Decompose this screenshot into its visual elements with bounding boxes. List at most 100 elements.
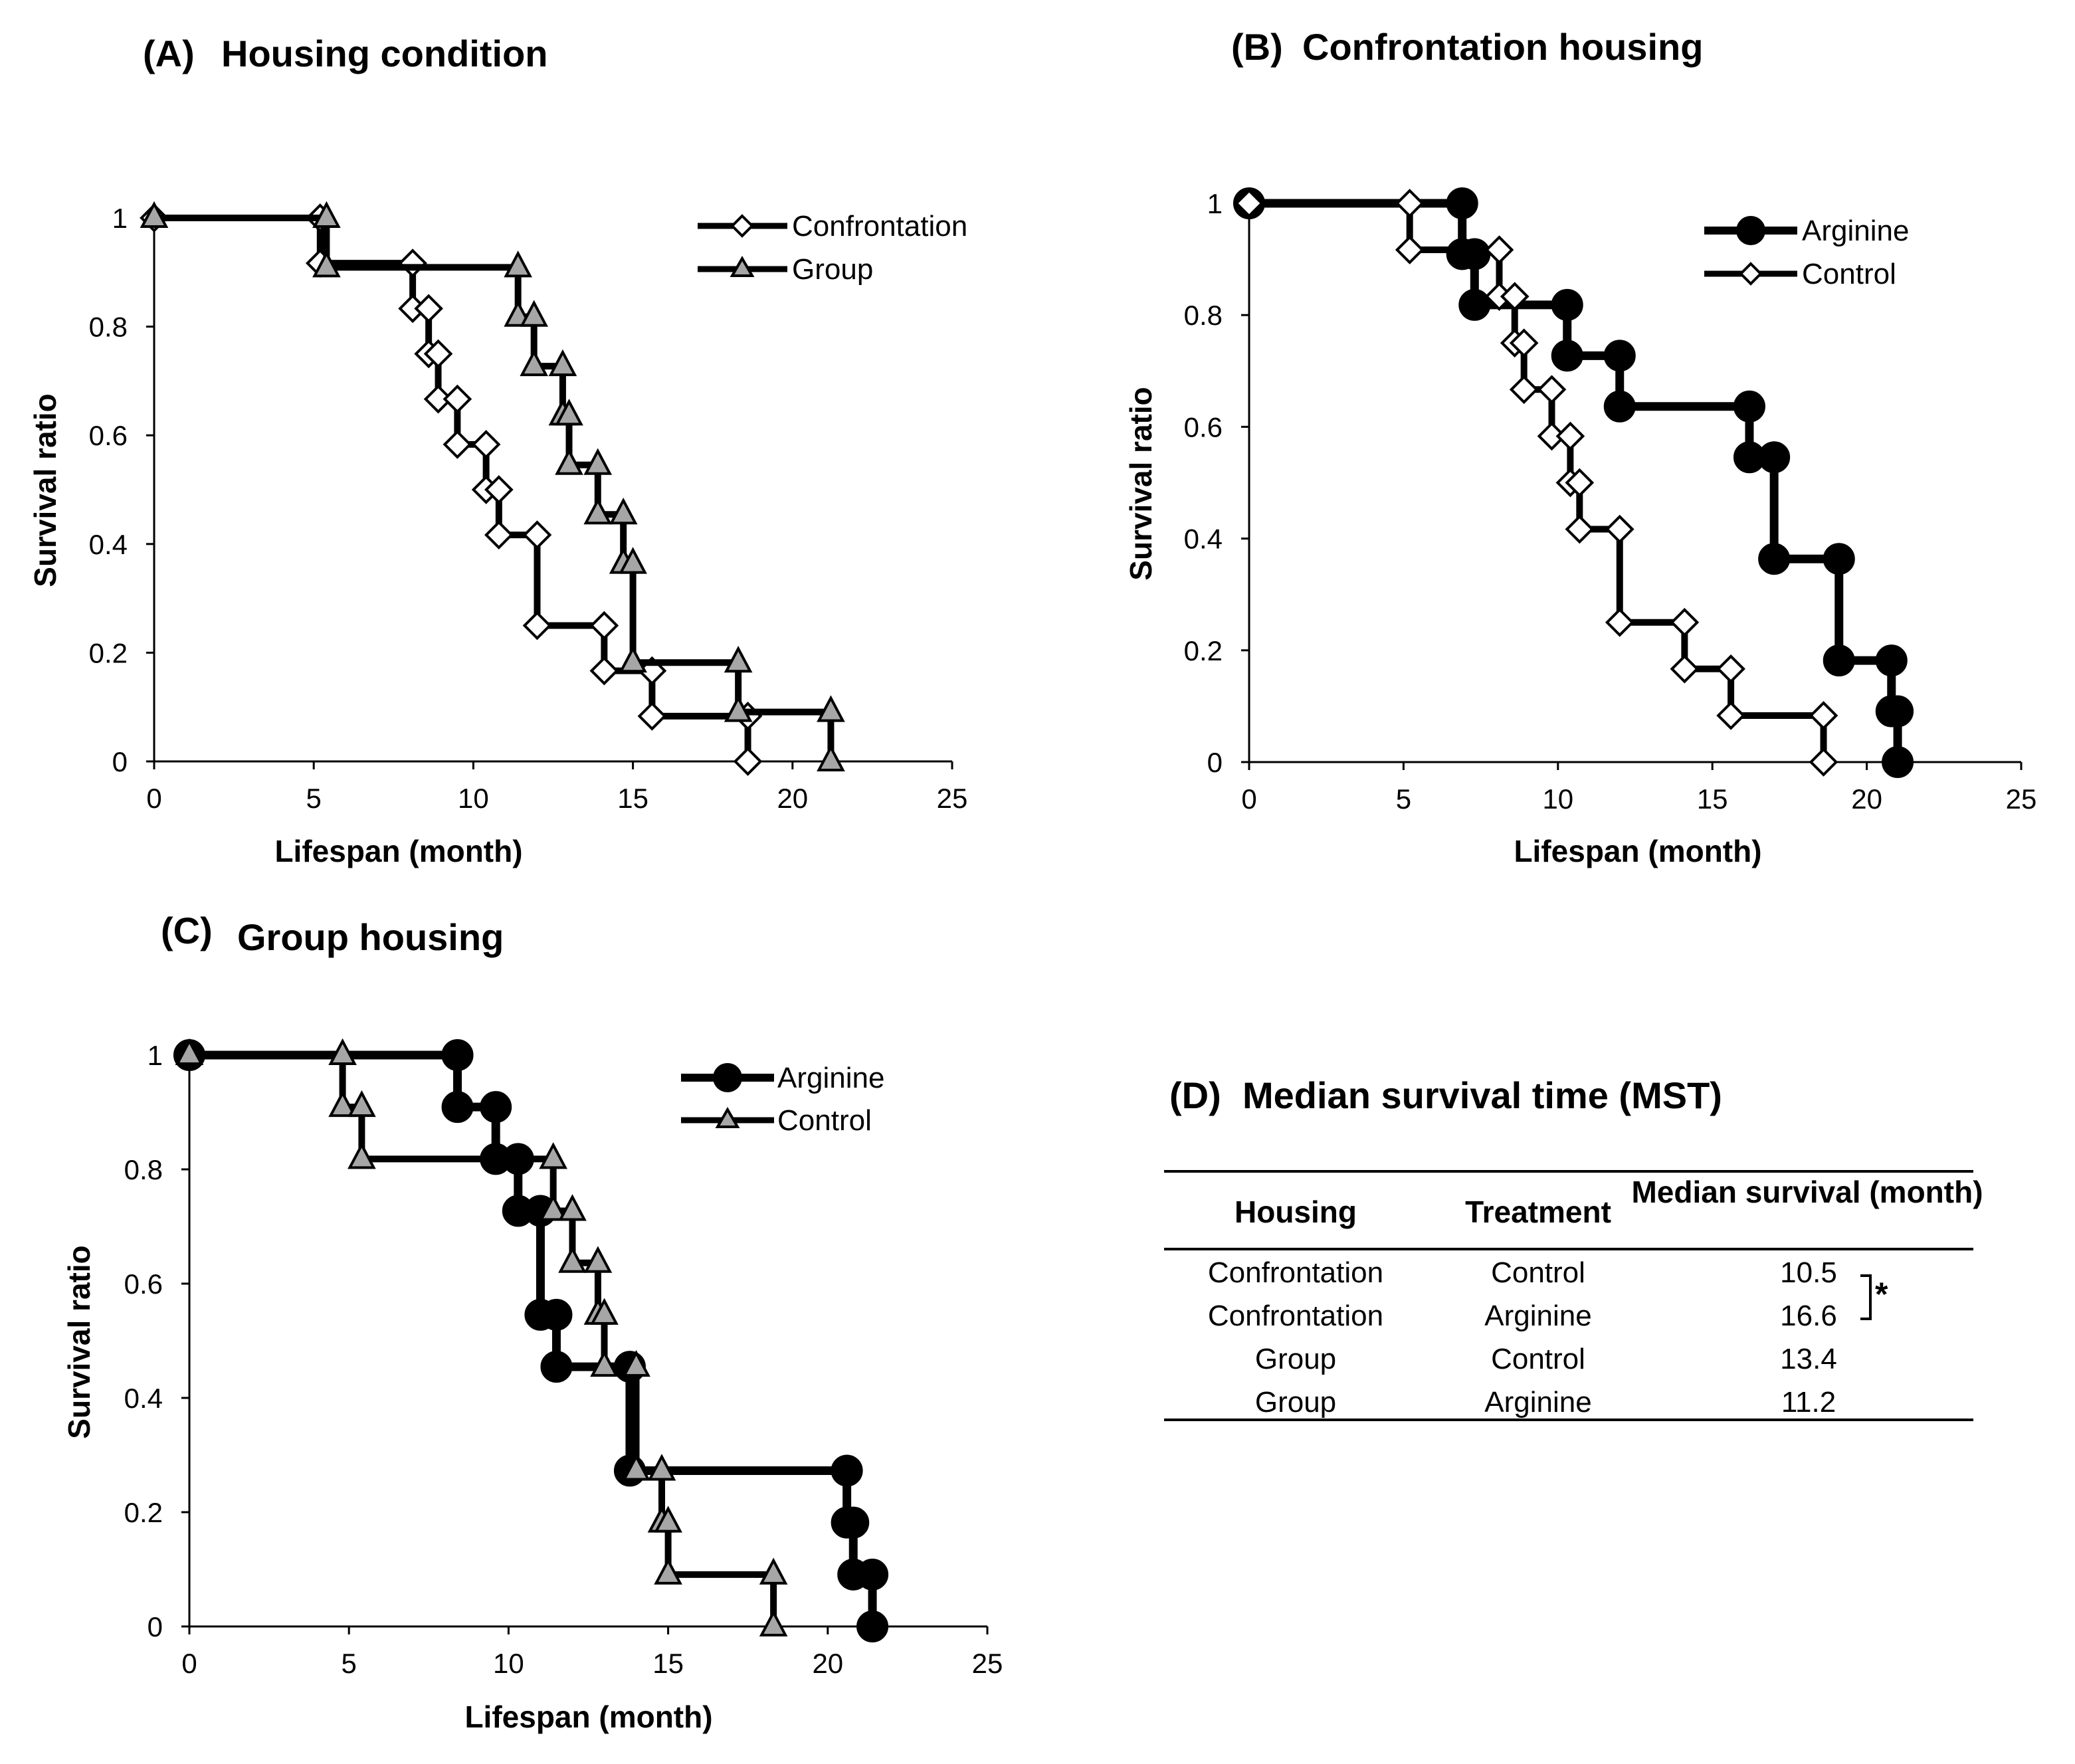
y-tick-label: 1 bbox=[1207, 188, 1223, 219]
control-diamond-marker bbox=[1235, 189, 1264, 218]
arginine-circle-marker bbox=[1882, 695, 1914, 728]
control-diamond-marker bbox=[1509, 375, 1539, 405]
x-tick-label: 15 bbox=[652, 1648, 684, 1679]
y-tick-label: 0.8 bbox=[124, 1154, 163, 1185]
arginine-circle-marker bbox=[831, 1454, 863, 1487]
group-triangle-marker bbox=[555, 399, 583, 426]
confrontation-diamond-marker bbox=[589, 656, 619, 686]
x-tick-label: 15 bbox=[1697, 783, 1728, 815]
y-tick-label: 0.6 bbox=[1184, 411, 1223, 442]
panel-c-xlabel: Lifespan (month) bbox=[464, 1700, 712, 1734]
panel-c-title: Group housing bbox=[237, 916, 504, 958]
column-header-median-survival: Median survival (month) bbox=[1631, 1175, 1983, 1209]
x-tick-label: 10 bbox=[458, 783, 489, 814]
y-tick-label: 0.2 bbox=[1184, 635, 1223, 666]
arginine-circle-marker bbox=[1882, 746, 1914, 778]
legend-confrontation-label: Confrontation bbox=[792, 210, 967, 243]
control-triangle-marker bbox=[654, 1557, 682, 1585]
arginine-circle-marker bbox=[1458, 238, 1491, 270]
y-tick-label: 0 bbox=[1207, 747, 1223, 778]
panel-d-title: Median survival time (MST) bbox=[1242, 1074, 1722, 1116]
control-diamond-marker bbox=[1605, 514, 1634, 544]
group-triangle-marker bbox=[312, 201, 341, 228]
control-diamond-marker bbox=[1484, 235, 1514, 264]
control-triangle-marker bbox=[347, 1090, 376, 1118]
x-tick-label: 10 bbox=[493, 1648, 524, 1679]
arginine-circle-marker bbox=[1603, 340, 1636, 372]
column-header-housing: Housing bbox=[1235, 1195, 1357, 1229]
x-tick-label: 20 bbox=[777, 783, 808, 814]
control-diamond-marker bbox=[1565, 468, 1595, 498]
y-tick-label: 0.4 bbox=[89, 529, 128, 560]
panel-b-ylabel: Survival ratio bbox=[1124, 387, 1158, 580]
control-triangle-marker bbox=[622, 1349, 650, 1377]
control-triangle-marker bbox=[175, 1038, 204, 1065]
panel-b: (B) Confrontation housing Lifespan (mont… bbox=[1124, 26, 2036, 868]
arginine-circle-marker bbox=[1551, 288, 1583, 321]
arginine-circle-marker bbox=[540, 1351, 573, 1383]
x-tick-label: 10 bbox=[1542, 783, 1573, 815]
panel-c: (C) Group housing Lifespan (month) Survi… bbox=[62, 910, 1003, 1734]
x-tick-label: 20 bbox=[1851, 783, 1882, 815]
panel-a-xlabel: Lifespan (month) bbox=[274, 834, 522, 868]
table-cell: Control bbox=[1491, 1343, 1585, 1375]
legend-control-label: Control bbox=[1802, 258, 1896, 290]
control-diamond-marker bbox=[1809, 747, 1838, 777]
arginine-circle-marker bbox=[856, 1611, 889, 1642]
control-diamond-marker bbox=[1395, 189, 1425, 218]
x-tick-label: 25 bbox=[2006, 783, 2037, 815]
panel-a-ylabel: Survival ratio bbox=[28, 393, 62, 587]
control-triangle-marker bbox=[583, 1246, 613, 1273]
control-triangle-marker bbox=[622, 1454, 650, 1481]
legend-control-diamond-marker bbox=[1739, 262, 1763, 286]
y-tick-label: 0.4 bbox=[1184, 524, 1223, 555]
control-triangle-marker bbox=[328, 1090, 357, 1118]
control-triangle-marker bbox=[558, 1246, 587, 1273]
arginine-circle-marker bbox=[1875, 644, 1908, 677]
x-tick-label: 20 bbox=[812, 1648, 843, 1679]
control-triangle-marker bbox=[590, 1349, 619, 1377]
control-diamond-marker bbox=[1716, 701, 1745, 730]
group-triangle-marker bbox=[583, 497, 613, 525]
confrontation-diamond-marker bbox=[471, 430, 501, 459]
confrontation-diamond-marker bbox=[733, 747, 763, 776]
group-triangle-marker bbox=[520, 349, 548, 377]
panel-b-plot: 0 5 10 15 20 25 0 0.2 0.4 0.6 0.8 1 bbox=[1184, 187, 2037, 815]
table-cell: Arginine bbox=[1484, 1300, 1591, 1332]
group-triangle-marker bbox=[140, 201, 169, 228]
x-tick-label: 25 bbox=[972, 1648, 1003, 1679]
arginine-circle-marker bbox=[441, 1091, 474, 1124]
panel-c-legend: Arginine Control bbox=[681, 1062, 884, 1137]
confrontation-diamond-marker bbox=[589, 611, 619, 640]
series-line-confrontation bbox=[154, 215, 751, 761]
control-triangle-marker bbox=[558, 1194, 587, 1221]
control-triangle-marker bbox=[590, 1298, 619, 1325]
control-diamond-marker bbox=[1565, 514, 1595, 544]
group-triangle-marker bbox=[619, 646, 647, 673]
column-header-treatment: Treatment bbox=[1465, 1195, 1611, 1229]
x-tick-label: 0 bbox=[1241, 783, 1256, 815]
control-diamond-marker bbox=[1670, 654, 1700, 684]
x-tick-label: 15 bbox=[617, 783, 648, 814]
table-cell: Group bbox=[1255, 1386, 1336, 1419]
table-cell: Confrontation bbox=[1208, 1300, 1383, 1332]
table-cell: Group bbox=[1255, 1343, 1336, 1375]
panel-b-title: Confrontation housing bbox=[1302, 26, 1703, 68]
control-diamond-marker bbox=[1537, 375, 1567, 405]
panel-a-legend: Confrontation Group bbox=[698, 210, 967, 286]
control-diamond-marker bbox=[1555, 421, 1585, 451]
confrontation-diamond-marker bbox=[423, 384, 453, 414]
x-tick-label: 5 bbox=[1396, 783, 1411, 815]
arginine-circle-marker bbox=[1446, 187, 1478, 219]
legend-group-triangle-marker bbox=[730, 255, 755, 277]
panel-b-legend: Arginine Control bbox=[1704, 215, 1909, 290]
control-triangle-marker bbox=[654, 1506, 682, 1533]
panel-a-label: (A) bbox=[143, 33, 195, 74]
y-tick-label: 0.2 bbox=[89, 637, 128, 668]
confrontation-diamond-marker bbox=[443, 384, 472, 414]
arginine-circle-marker bbox=[1551, 340, 1583, 372]
panel-d-label: (D) bbox=[1169, 1074, 1221, 1116]
confrontation-diamond-marker bbox=[637, 702, 667, 731]
group-triangle-marker bbox=[609, 497, 638, 525]
